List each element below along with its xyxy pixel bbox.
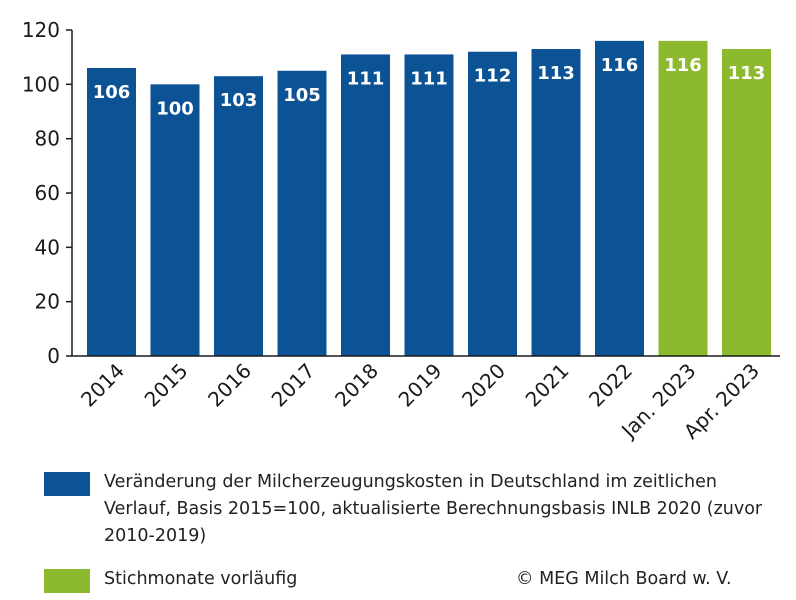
bar-apr-2023 [722, 49, 771, 357]
x-category-label: 2016 [203, 359, 256, 412]
x-category-label: 2018 [330, 359, 383, 412]
bar-2021 [531, 49, 581, 357]
bar-value-label: 112 [474, 66, 512, 87]
bar-value-label: 105 [283, 85, 321, 106]
bar-value-label: 116 [601, 55, 639, 76]
legend-label-provisional: Stichmonate vorläufig [104, 569, 298, 589]
x-category-label: 2017 [267, 359, 320, 412]
bar-value-labels: 106 100 103 105 111 111 112 113 116 116 113 [93, 55, 766, 119]
bar-2017 [277, 70, 327, 356]
y-tick-label: 40 [35, 235, 60, 259]
legend-item-base: Veränderung der Milcherzeugungskosten in… [44, 469, 784, 550]
bar-value-label: 111 [347, 68, 385, 89]
x-category-label: 2022 [584, 359, 637, 412]
bars [87, 40, 771, 357]
y-axis-ticks: 0 20 40 60 80 100 120 [22, 18, 72, 368]
x-category-label: 2021 [521, 359, 574, 412]
y-tick-label: 20 [35, 290, 60, 314]
x-category-label: 2020 [457, 359, 510, 412]
bar-2019 [404, 54, 454, 356]
bar-2014 [87, 68, 136, 357]
y-tick-label: 60 [35, 181, 60, 205]
bar-value-label: 113 [728, 63, 766, 84]
bar-2016 [214, 76, 263, 356]
y-tick-label: 0 [47, 344, 60, 368]
copyright-note: © MEG Milch Board w. V. [516, 569, 732, 589]
bar-value-label: 116 [664, 55, 702, 76]
x-category-label: 2014 [76, 359, 129, 412]
bar-2022 [595, 40, 644, 356]
bar-chart: 0 20 40 60 80 100 120 106 100 103 105 111 111 112 113… [22, 18, 780, 444]
bar-2020 [468, 51, 517, 356]
legend-item-provisional: Stichmonate vorläufig [44, 566, 504, 593]
y-tick-label: 100 [22, 72, 60, 96]
x-category-label: 2015 [140, 359, 193, 412]
bar-value-label: 103 [220, 90, 258, 111]
bar-value-label: 106 [93, 82, 131, 103]
legend-swatch-base [44, 472, 90, 496]
bar-2015 [150, 84, 200, 356]
x-category-label: 2019 [394, 359, 447, 412]
y-tick-label: 80 [35, 127, 60, 151]
bar-value-label: 113 [537, 63, 575, 84]
legend-swatch-provisional [44, 569, 90, 593]
x-axis-labels: 2014 2015 2016 2017 2018 2019 2020 2021 2022Jan.… [76, 359, 764, 444]
bar-jan-2023 [658, 40, 708, 356]
y-tick-label: 120 [22, 18, 60, 42]
bar-value-label: 100 [156, 98, 194, 119]
bar-2018 [341, 54, 390, 356]
legend-label-base: Veränderung der Milcherzeugungskosten in… [104, 472, 763, 546]
bar-value-label: 111 [410, 68, 448, 89]
